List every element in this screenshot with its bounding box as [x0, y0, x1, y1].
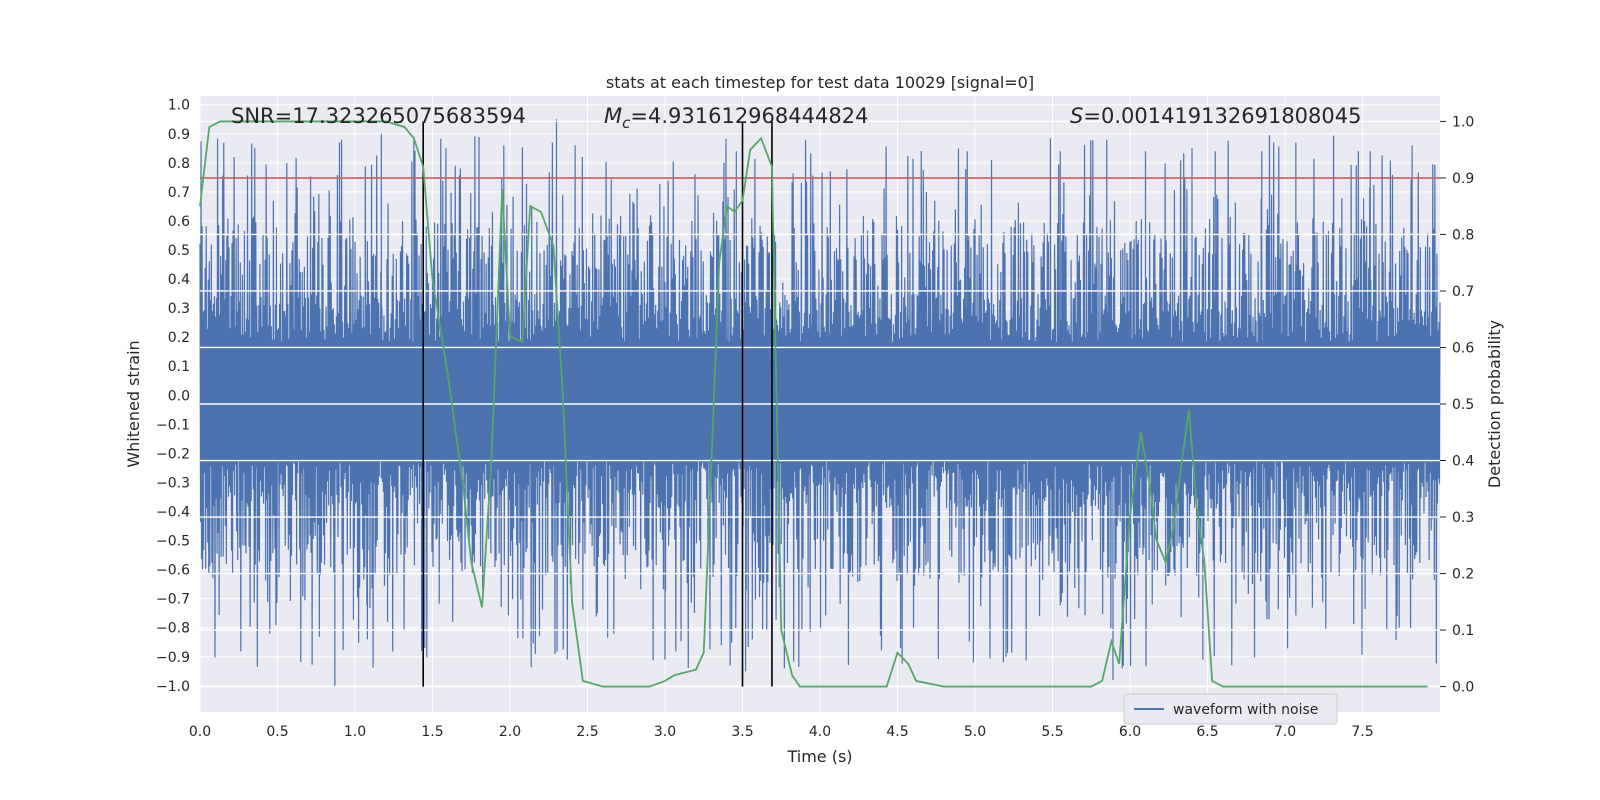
y2-tick-label: 0.3	[1452, 510, 1474, 526]
y-tick-label: 0.3	[168, 301, 190, 317]
detection-probability-line	[199, 120, 1428, 688]
snr-value: 17.323265075683594	[292, 104, 526, 128]
y-tick-label: −0.1	[156, 417, 190, 433]
y2-tick-label: 0.7	[1452, 284, 1474, 300]
x-tick-label: 4.0	[809, 724, 831, 740]
x-tick-label: 2.5	[576, 724, 598, 740]
x-tick-label: 6.5	[1196, 724, 1218, 740]
x-tick-label: 1.0	[344, 724, 366, 740]
y-tick-label: −0.6	[156, 563, 190, 579]
y2-tick-label: 0.9	[1452, 171, 1474, 187]
y2-tick-label: 0.1	[1452, 623, 1474, 639]
y2-tick-label: 0.5	[1452, 397, 1474, 413]
x-tick-label: 0.0	[189, 724, 211, 740]
chirp-mass-annotation: Mc=4.931612968444824	[604, 104, 868, 132]
x-tick-label: 7.5	[1351, 724, 1373, 740]
x-axis-label: Time (s)	[786, 747, 852, 766]
y-tick-label: −0.3	[156, 475, 190, 491]
x-tick-label: 1.5	[421, 724, 443, 740]
legend: waveform with noise	[1123, 693, 1338, 725]
y-tick-label: −0.4	[156, 505, 190, 521]
s-annotation: S=0.001419132691808045	[1070, 104, 1361, 128]
y-tick-label: −0.5	[156, 534, 190, 550]
y-tick-label: −0.7	[156, 592, 190, 608]
x-tick-label: 2.0	[499, 724, 521, 740]
x-tick-label: 5.0	[964, 724, 986, 740]
y-tick-label: −0.2	[156, 446, 190, 462]
x-tick-label: 3.0	[654, 724, 676, 740]
y2-tick-label: 0.4	[1452, 454, 1474, 470]
y-tick-label: −0.9	[156, 650, 190, 666]
y-axis-label: Whitened strain	[124, 340, 143, 467]
mc-value: 4.931612968444824	[648, 104, 868, 128]
mc-subscript: c	[622, 114, 631, 132]
x-tick-label: 3.5	[731, 724, 753, 740]
y2-axis-label: Detection probability	[1485, 320, 1504, 488]
s-value: 0.001419132691808045	[1101, 104, 1362, 128]
axes-ticks: 0.0 0.5 1.0 1.5 2.0 2.5 3.0 3.5 4.0 4.5 5.0 5.5 6.0 6…	[156, 98, 1474, 740]
y2-tick-label: 1.0	[1452, 114, 1474, 130]
y2-tick-label: 0.8	[1452, 227, 1474, 243]
mc-prefix: =	[630, 104, 648, 128]
y-tick-label: 0.4	[168, 272, 190, 288]
snr-annotation: SNR=17.323265075683594	[231, 104, 526, 128]
plot-area	[199, 119, 1441, 688]
y2-tick-label: 0.6	[1452, 340, 1474, 356]
chart-title: stats at each timestep for test data 100…	[606, 73, 1034, 92]
y-tick-label: 0.9	[168, 127, 190, 143]
x-tick-label: 6.0	[1119, 724, 1141, 740]
s-prefix: =	[1083, 104, 1101, 128]
y-tick-label: 0.0	[168, 388, 190, 404]
strain-series	[199, 119, 1441, 686]
y2-tick-label: 0.2	[1452, 567, 1474, 583]
x-tick-label: 4.5	[886, 724, 908, 740]
legend-box	[1123, 693, 1338, 725]
y-tick-label: 1.0	[168, 98, 190, 114]
y2-tick-label: 0.0	[1452, 680, 1474, 696]
legend-label: waveform with noise	[1173, 702, 1318, 718]
y-tick-label: 0.2	[168, 330, 190, 346]
y-tick-label: 0.5	[168, 243, 190, 259]
mc-symbol: M	[604, 104, 622, 128]
y-tick-label: 0.8	[168, 156, 190, 172]
x-tick-label: 0.5	[266, 724, 288, 740]
y-tick-label: −0.8	[156, 621, 190, 637]
y-tick-label: 0.7	[168, 185, 190, 201]
y-tick-label: −1.0	[156, 679, 190, 695]
x-tick-label: 7.0	[1274, 724, 1296, 740]
x-tick-label: 5.5	[1041, 724, 1063, 740]
s-symbol: S	[1070, 104, 1083, 128]
snr-prefix: SNR=	[231, 104, 292, 128]
y-tick-label: 0.1	[168, 359, 190, 375]
y-tick-label: 0.6	[168, 214, 190, 230]
